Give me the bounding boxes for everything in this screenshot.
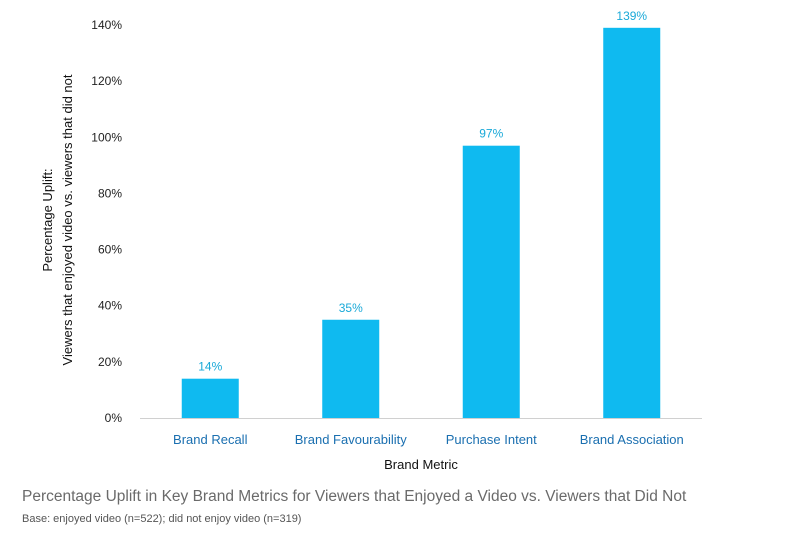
base-note: Base: enjoyed video (n=522); did not enj… (22, 513, 302, 525)
chart-caption: Percentage Uplift in Key Brand Metrics f… (22, 488, 687, 505)
y-tick-label: 140% (91, 18, 122, 32)
bar-value-label: 14% (198, 360, 222, 374)
y-tick-label: 80% (98, 186, 122, 200)
y-tick-label: 20% (98, 355, 122, 369)
bar (462, 145, 520, 418)
bar-value-label: 139% (616, 9, 647, 23)
x-tick-label: Brand Favourability (295, 432, 407, 447)
y-tick-label: 100% (91, 130, 122, 144)
bar (603, 27, 661, 419)
bar (181, 378, 239, 418)
y-tick-label: 60% (98, 243, 122, 257)
y-axis-title-line2: Viewers that enjoyed video vs. viewers t… (60, 74, 75, 365)
bar-value-label: 97% (479, 127, 503, 141)
data-labels: 14% 35% 97% 139% (198, 9, 647, 374)
x-tick-label: Brand Recall (173, 432, 248, 447)
bar (322, 319, 380, 418)
x-tick-label: Purchase Intent (446, 432, 537, 447)
y-axis-labels: 0% 20% 40% 60% 80% 100% 120% 140% (91, 18, 122, 425)
bar-value-label: 35% (339, 301, 363, 315)
x-axis-labels: Brand Recall Brand Favourability Purchase … (173, 432, 684, 447)
y-tick-label: 0% (105, 411, 123, 425)
y-axis-title-line1: Percentage Uplift: (40, 168, 55, 271)
y-tick-label: 40% (98, 299, 122, 313)
x-tick-label: Brand Association (580, 432, 684, 447)
x-axis-title: Brand Metric (384, 457, 458, 472)
bars (181, 27, 661, 419)
y-tick-label: 120% (91, 74, 122, 88)
bar-chart: 0% 20% 40% 60% 80% 100% 120% 140% 14% 35% 97% 139%… (40, 9, 702, 472)
